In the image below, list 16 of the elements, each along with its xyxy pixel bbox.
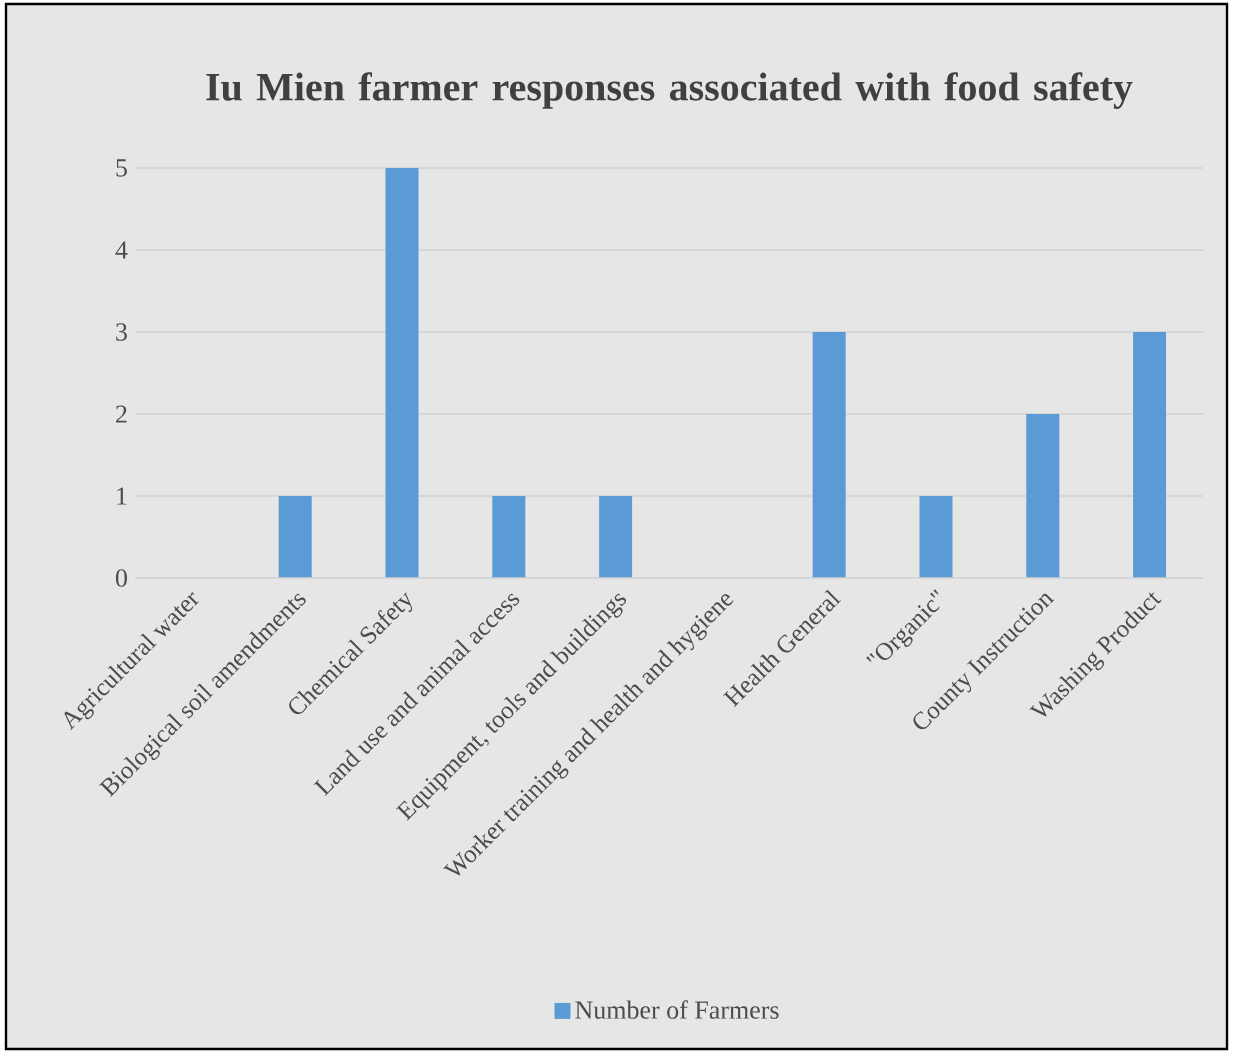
y-tick-label: 4 — [115, 241, 128, 259]
bar — [492, 495, 526, 578]
chart-title: Iu Mien farmer responses associated with food safety — [206, 72, 1133, 109]
bar — [1026, 414, 1060, 578]
y-tick-label: 2 — [116, 405, 127, 423]
bar — [1133, 332, 1167, 578]
bar — [385, 168, 419, 578]
y-tick-label: 5 — [116, 159, 127, 177]
y-tick-label: 3 — [116, 323, 127, 341]
y-tick-label: 1 — [117, 487, 127, 505]
bar — [278, 495, 312, 578]
legend-label: Number of Farmers — [575, 1000, 779, 1019]
bar — [599, 495, 633, 578]
y-tick-label: 0 — [115, 569, 127, 587]
bar — [919, 495, 953, 578]
bar — [812, 332, 846, 578]
